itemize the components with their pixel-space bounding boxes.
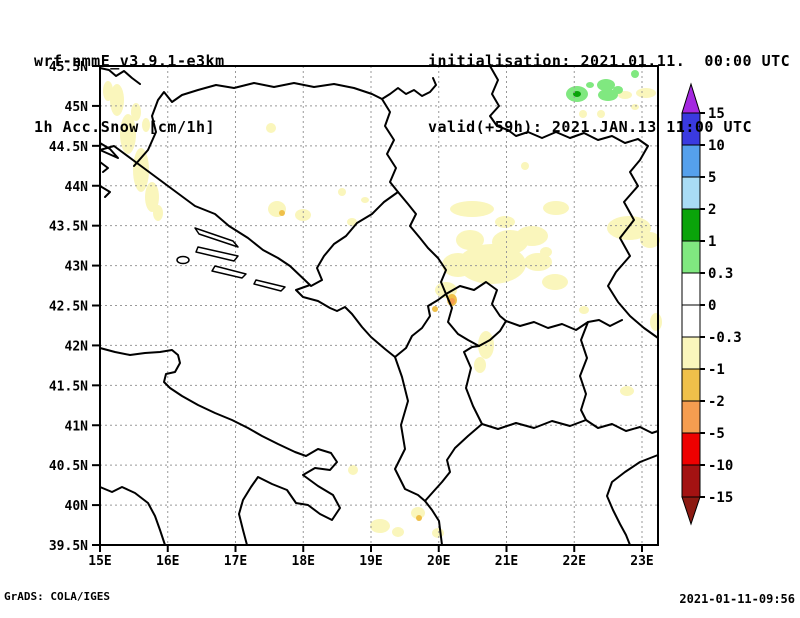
border-bosnia-montenegro xyxy=(310,191,399,287)
lon-tick-label: 19E xyxy=(359,554,382,569)
lat-tick-label: 44N xyxy=(65,180,89,195)
lat-tick-label: 42.5N xyxy=(49,300,88,315)
grads-credit: GrADS: COLA/IGES xyxy=(4,590,110,603)
border-kosovo-macedonia xyxy=(478,320,507,347)
colorbar-level-label: 10 xyxy=(708,138,725,154)
lon-tick-label: 22E xyxy=(563,554,586,569)
border-montenegro-albania xyxy=(394,293,447,358)
island-squiggle-2 xyxy=(99,161,109,173)
colorbar-level-label: 5 xyxy=(708,170,716,186)
coastline-adriatic-east xyxy=(99,145,443,546)
border-albania-greece xyxy=(424,423,483,502)
island-2 xyxy=(195,246,239,262)
colorbar-bottom-triangle xyxy=(681,496,701,526)
island-squiggle-3 xyxy=(99,185,111,198)
colorbar-band xyxy=(681,208,701,242)
colorbar-band xyxy=(681,240,701,274)
lat-tick-label: 43.5N xyxy=(49,220,88,235)
lon-tick-label: 17E xyxy=(224,554,247,569)
colorbar-band xyxy=(681,432,701,466)
valid-time: valid(+59h): 2021.JAN.13 11:00 UTC xyxy=(428,118,753,136)
colorbar-level-label: -0.3 xyxy=(708,330,742,346)
lat-tick-label: 39.5N xyxy=(49,539,88,554)
coastline-nw-fragment xyxy=(99,67,141,85)
colorbar-level-label: 2 xyxy=(708,202,716,218)
lon-tick-label: 18E xyxy=(292,554,315,569)
border-serbia-romania-bulgaria xyxy=(489,65,659,339)
colorbar-band xyxy=(681,400,701,434)
lat-tick-label: 41N xyxy=(65,419,89,434)
colorbar-band xyxy=(681,464,701,498)
lon-tick-label: 23E xyxy=(630,554,653,569)
colorbar-band xyxy=(681,368,701,402)
colorbar-level-label: 0.3 xyxy=(708,266,733,282)
lat-tick-label: 45N xyxy=(65,100,89,115)
header-right: initialisation: 2021.01.11. 00:00 UTC va… xyxy=(428,6,790,182)
island-4 xyxy=(211,265,247,279)
initialisation-time: initialisation: 2021.01.11. 00:00 UTC xyxy=(428,52,791,70)
border-albania-macedonia xyxy=(463,345,483,425)
border-greece-east xyxy=(585,419,659,434)
border-croatia-bosnia-sava xyxy=(133,77,437,167)
lon-tick-label: 20E xyxy=(427,554,450,569)
lat-tick-label: 45.5N xyxy=(49,60,88,75)
lat-tick-label: 44.5N xyxy=(49,140,88,155)
colorbar-level-label: 15 xyxy=(708,106,725,122)
lon-tick-label: 15E xyxy=(88,554,111,569)
island-3 xyxy=(176,255,190,265)
colorbar-band xyxy=(681,304,701,338)
colorbar-level-label: 0 xyxy=(708,298,716,314)
colorbar-level-label: 1 xyxy=(708,234,716,250)
lat-tick-label: 40.5N xyxy=(49,459,88,474)
colorbar-band xyxy=(681,272,701,306)
colorbar-level-label: -2 xyxy=(708,394,725,410)
latitude-axis: 45.5N 45N 44.5N 44N 43.5N 43N 42.5N 42N 41.5N 41N… xyxy=(49,60,100,554)
colorbar-level-label: -5 xyxy=(708,426,725,442)
border-drina-serbia xyxy=(381,98,447,295)
coastline-greece-thermaic xyxy=(606,454,659,546)
lon-tick-label: 16E xyxy=(156,554,179,569)
colorbar-legend: 15 10 5 2 1 0.3 0 -0.3 -1 -2 -5 -10 -15 xyxy=(681,82,742,526)
border-macedonia-greece xyxy=(481,419,587,430)
longitude-axis: 15E 16E 17E 18E 19E 20E 21E 22E 23E xyxy=(88,545,654,569)
colorbar-band xyxy=(681,336,701,370)
lat-tick-label: 41.5N xyxy=(49,379,88,394)
island-squiggle-1 xyxy=(99,142,119,159)
island-1 xyxy=(194,227,239,248)
shaded-contour-patches xyxy=(103,70,662,538)
coastlines-and-borders xyxy=(99,65,659,546)
colorbar-level-label: -15 xyxy=(708,490,733,506)
border-kosovo-albania xyxy=(445,293,480,347)
coastline-italy-adriatic xyxy=(99,347,341,546)
colorbar-level-label: -1 xyxy=(708,362,725,378)
lat-tick-label: 40N xyxy=(65,499,89,514)
variable-title: 1h Acc.Snow [cm/1h] xyxy=(34,118,216,136)
border-kosovo-serbia xyxy=(445,281,507,322)
coastline-italy-tyrrhenian xyxy=(99,486,166,546)
render-timestamp: 2021-01-11-09:56 xyxy=(679,592,795,606)
header-left: wrf-nmmE_v3.9.1-e3km 1h Acc.Snow [cm/1h] xyxy=(34,6,225,182)
lat-tick-label: 42N xyxy=(65,339,89,354)
border-macedonia-east xyxy=(579,321,589,421)
border-macedonia-north xyxy=(505,319,623,331)
model-title: wrf-nmmE_v3.9.1-e3km xyxy=(34,52,225,70)
lat-tick-label: 43N xyxy=(65,260,89,275)
lon-tick-label: 21E xyxy=(495,554,518,569)
colorbar-level-label: -10 xyxy=(708,458,733,474)
island-5 xyxy=(253,279,286,292)
